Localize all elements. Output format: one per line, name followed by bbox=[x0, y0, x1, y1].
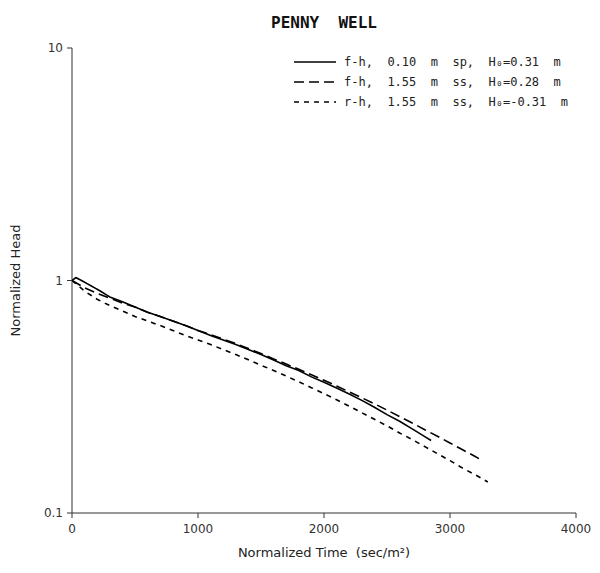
chart: 0 1000 2000 3000 4000 0.1 1 10 PENNY WELL Normali… bbox=[0, 0, 600, 573]
legend-label: f-h, 0.10 m sp, H₀=0.31 m bbox=[344, 55, 561, 69]
y-tick-label: 1 bbox=[55, 274, 63, 288]
legend-label: f-h, 1.55 m ss, H₀=0.28 m bbox=[344, 75, 561, 89]
y-tick-label: 10 bbox=[48, 41, 63, 55]
y-axis-label: Normalized Head bbox=[8, 225, 23, 337]
x-tick bbox=[72, 513, 73, 518]
x-tick-label: 1000 bbox=[183, 522, 214, 536]
x-tick-label: 4000 bbox=[561, 522, 592, 536]
x-tick-label: 2000 bbox=[309, 522, 340, 536]
y-tick bbox=[67, 513, 72, 514]
series-line bbox=[72, 281, 482, 461]
series-line bbox=[72, 281, 488, 482]
legend-swatch bbox=[294, 61, 336, 63]
x-tick-label: 3000 bbox=[435, 522, 466, 536]
x-axis-label: Normalized Time (sec/m²) bbox=[238, 545, 410, 560]
legend-swatch bbox=[294, 81, 336, 83]
y-tick-label: 0.1 bbox=[44, 506, 63, 520]
legend-swatch bbox=[294, 101, 336, 103]
y-tick bbox=[67, 280, 72, 281]
x-tick bbox=[324, 513, 325, 518]
series-line bbox=[72, 278, 431, 441]
x-tick bbox=[576, 513, 577, 518]
x-tick-label: 0 bbox=[68, 522, 76, 536]
legend-label: r-h, 1.55 m ss, H₀=-0.31 m bbox=[344, 95, 568, 109]
axes: 0 1000 2000 3000 4000 0.1 1 10 bbox=[44, 41, 591, 536]
x-tick bbox=[450, 513, 451, 518]
title: PENNY WELL bbox=[271, 13, 377, 32]
x-tick bbox=[198, 513, 199, 518]
legend: f-h, 0.10 m sp, H₀=0.31 m f-h, 1.55 m ss,… bbox=[294, 55, 568, 109]
y-tick bbox=[67, 48, 72, 49]
series-lines bbox=[72, 278, 488, 482]
